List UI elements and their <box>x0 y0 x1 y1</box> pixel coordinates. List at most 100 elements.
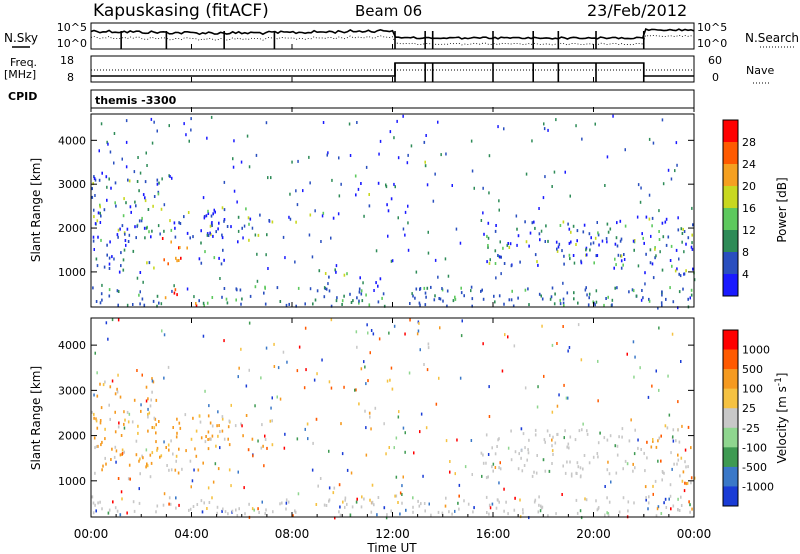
heatmap-cell <box>264 512 266 516</box>
heatmap-cell <box>120 490 123 494</box>
heatmap-cell <box>651 384 653 388</box>
heatmap-cell <box>503 302 505 306</box>
heatmap-cell <box>427 251 430 255</box>
heatmap-cell <box>207 234 210 237</box>
heatmap-cell <box>689 510 691 514</box>
heatmap-cell <box>594 236 597 240</box>
heatmap-cell <box>366 323 368 327</box>
heatmap-cell <box>337 212 340 216</box>
heatmap-cell <box>377 496 380 499</box>
heatmap-cell <box>437 275 439 279</box>
heatmap-cell <box>663 471 665 475</box>
heatmap-cell <box>336 296 338 300</box>
heatmap-cell <box>423 363 425 366</box>
heatmap-cell <box>125 165 128 169</box>
heatmap-cell <box>395 436 398 440</box>
heatmap-cell <box>652 492 654 496</box>
heatmap-cell <box>271 443 274 447</box>
heatmap-cell <box>614 444 617 448</box>
heatmap-cell <box>102 383 105 387</box>
heatmap-cell <box>240 160 243 164</box>
heatmap-cell <box>109 385 112 389</box>
heatmap-cell <box>499 461 501 465</box>
heatmap-cell <box>427 230 429 234</box>
heatmap-cell <box>442 299 444 303</box>
heatmap-cell <box>585 253 587 257</box>
heatmap-cell <box>648 193 651 197</box>
heatmap-cell <box>655 445 658 449</box>
heatmap-cell <box>119 227 121 231</box>
heatmap-cell <box>181 467 183 471</box>
heatmap-cell <box>183 215 185 219</box>
heatmap-cell <box>460 291 463 295</box>
heatmap-cell <box>124 418 126 422</box>
velocity-colorbar-tick: -500 <box>742 461 767 474</box>
heatmap-cell <box>672 428 675 432</box>
heatmap-cell <box>580 259 582 263</box>
heatmap-cell <box>265 253 267 257</box>
heatmap-cell <box>584 497 586 501</box>
heatmap-cell <box>94 446 96 450</box>
heatmap-cell <box>586 293 588 297</box>
heatmap-cell <box>676 462 678 466</box>
heatmap-cell <box>590 242 592 246</box>
heatmap-cell <box>643 451 645 455</box>
heatmap-cell <box>311 255 314 259</box>
heatmap-cell <box>248 502 250 506</box>
heatmap-cell <box>675 439 677 443</box>
heatmap-cell <box>542 196 545 200</box>
heatmap-cell <box>576 229 579 233</box>
heatmap-cell <box>521 469 524 473</box>
power-colorbar-swatch <box>723 252 738 275</box>
heatmap-cell <box>104 456 106 460</box>
heatmap-cell <box>330 386 333 390</box>
heatmap-cell <box>236 514 239 517</box>
heatmap-cell <box>139 472 141 476</box>
heatmap-cell <box>163 203 166 207</box>
heatmap-cell <box>235 298 237 302</box>
heatmap-cell <box>92 182 94 186</box>
heatmap-cell <box>685 465 687 469</box>
heatmap-cell <box>405 508 407 512</box>
heatmap-cell <box>256 279 259 283</box>
heatmap-cell <box>186 287 189 291</box>
heatmap-cell <box>172 452 174 456</box>
heatmap-cell <box>381 296 383 300</box>
heatmap-cell <box>482 461 485 465</box>
heatmap-cell <box>375 281 377 285</box>
heatmap-cell <box>117 290 120 293</box>
heatmap-cell <box>556 247 558 251</box>
heatmap-cell <box>285 303 288 307</box>
heatmap-cell <box>294 260 296 264</box>
velocity-colorbar-swatch <box>723 349 738 370</box>
heatmap-cell <box>676 163 678 167</box>
heatmap-cell <box>202 301 205 305</box>
heatmap-cell <box>175 506 177 510</box>
heatmap-cell <box>105 175 108 179</box>
heatmap-cell <box>677 508 679 512</box>
heatmap-cell <box>415 287 418 291</box>
heatmap-cell <box>168 174 170 178</box>
heatmap-cell <box>104 427 106 431</box>
heatmap-cell <box>140 409 142 413</box>
heatmap-cell <box>349 292 351 296</box>
heatmap-cell <box>98 149 100 153</box>
heatmap-cell <box>438 376 440 380</box>
heatmap-cell <box>175 496 177 500</box>
heatmap-cell <box>387 234 389 238</box>
heatmap-cell <box>138 219 141 223</box>
heatmap-cell <box>501 369 504 373</box>
heatmap-cell <box>255 153 258 157</box>
heatmap-cell <box>420 412 423 416</box>
heatmap-cell <box>214 462 217 466</box>
heatmap-cell <box>328 449 330 453</box>
velocity-colorbar-label-end: ] <box>775 373 789 378</box>
heatmap-cell <box>170 228 173 232</box>
heatmap-cell <box>152 299 155 303</box>
heatmap-cell <box>211 296 214 299</box>
heatmap-cell <box>412 496 414 500</box>
heatmap-cell <box>383 304 386 308</box>
heatmap-cell <box>179 222 182 225</box>
heatmap-cell <box>160 454 163 458</box>
heatmap-cell <box>577 323 580 327</box>
